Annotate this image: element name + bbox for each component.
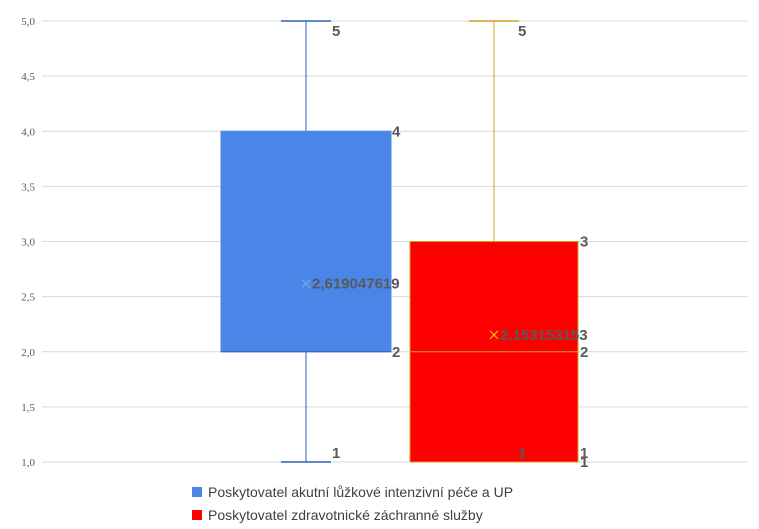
q1-label: 2 [392, 344, 400, 361]
mean-label: 2,153153153 [500, 327, 588, 344]
q3-label: 3 [580, 234, 588, 251]
median-label: 2 [580, 344, 588, 361]
box-series-1: 2,619047619 5 4 2 1 [220, 20, 401, 463]
min-label: 1 [580, 445, 588, 462]
y-tick-label: 1,5 [21, 402, 35, 414]
legend-label: Poskytovatel akutní lůžkové intenzivní p… [208, 484, 513, 500]
min-label: 1 [332, 445, 340, 462]
legend-swatch [192, 487, 202, 497]
y-tick-label: 5,0 [21, 16, 35, 28]
mean-label: 2,619047619 [312, 276, 400, 293]
q1-label: 1 [580, 454, 588, 471]
y-tick-label: 3,0 [21, 237, 35, 249]
min-label: 1 [518, 445, 526, 462]
q3-label: 4 [392, 123, 401, 140]
mean-marker [301, 279, 311, 288]
y-axis: 1,0 1,5 2,0 2,5 3,0 3,5 4,0 4,5 5,0 [21, 16, 35, 469]
y-tick-label: 2,0 [21, 347, 35, 359]
y-tick-label: 3,5 [21, 181, 35, 193]
max-label: 5 [518, 23, 526, 40]
legend-item: Poskytovatel akutní lůžkové intenzivní p… [192, 484, 513, 500]
mean-marker [489, 330, 499, 340]
box [220, 130, 392, 353]
max-label: 5 [332, 23, 340, 40]
y-tick-label: 2,5 [21, 292, 35, 304]
legend-label: Poskytovatel zdravotnické záchranné služ… [208, 507, 483, 523]
legend-item: Poskytovatel zdravotnické záchranné služ… [192, 507, 483, 523]
y-tick-label: 1,0 [21, 457, 35, 469]
legend: Poskytovatel akutní lůžkové intenzivní p… [192, 484, 513, 523]
legend-swatch [192, 510, 202, 520]
y-tick-label: 4,5 [21, 71, 35, 83]
gridlines [42, 20, 748, 463]
y-tick-label: 4,0 [21, 126, 35, 138]
